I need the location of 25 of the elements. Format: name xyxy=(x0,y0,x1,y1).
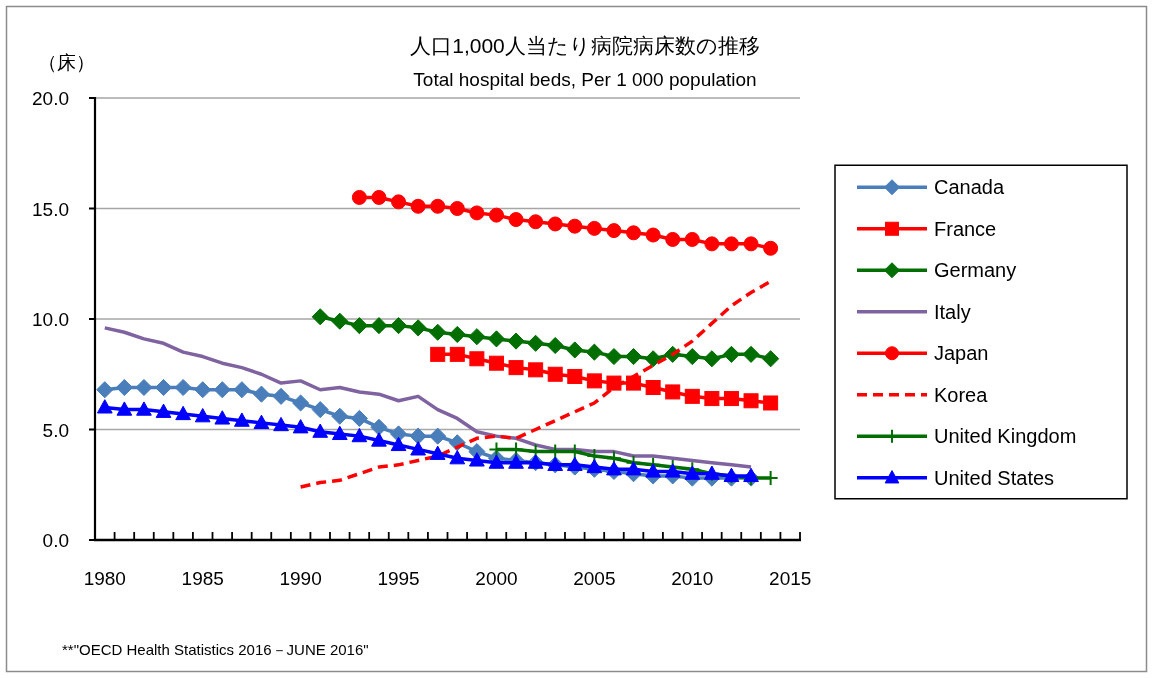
y-tick-label: 0.0 xyxy=(42,530,69,551)
chart-subtitle: Total hospital beds, Per 1 000 population xyxy=(413,69,757,90)
y-tick-label: 20.0 xyxy=(32,88,69,109)
x-tick-label: 1990 xyxy=(279,568,322,589)
legend-label: United States xyxy=(934,466,1055,489)
legend-label: Japan xyxy=(934,342,989,365)
legend-label: Italy xyxy=(934,300,971,323)
chart-title: 人口1,000人当たり病院病床数の推移 xyxy=(410,34,760,57)
x-tick-label: 1995 xyxy=(377,568,420,589)
legend-label: Germany xyxy=(934,259,1017,282)
legend-label: United Kingdom xyxy=(934,425,1077,448)
x-tick-label: 2005 xyxy=(573,568,616,589)
x-tick-label: 2010 xyxy=(671,568,714,589)
x-tick-label: 2015 xyxy=(769,568,812,589)
y-axis-title: （床） xyxy=(37,52,95,73)
y-tick-label: 15.0 xyxy=(32,198,69,220)
legend-label: Canada xyxy=(934,176,1005,199)
x-tick-label: 2000 xyxy=(475,568,518,589)
text: **"OECD Health Statistics 2016－JUNE 2016" xyxy=(62,641,369,658)
y-tick-label: 5.0 xyxy=(42,419,69,441)
legend-label: Korea xyxy=(934,383,989,406)
x-tick-label: 1985 xyxy=(181,568,224,589)
x-tick-label: 1980 xyxy=(83,568,126,589)
legend-label: France xyxy=(934,217,997,240)
y-tick-label: 10.0 xyxy=(32,309,69,330)
